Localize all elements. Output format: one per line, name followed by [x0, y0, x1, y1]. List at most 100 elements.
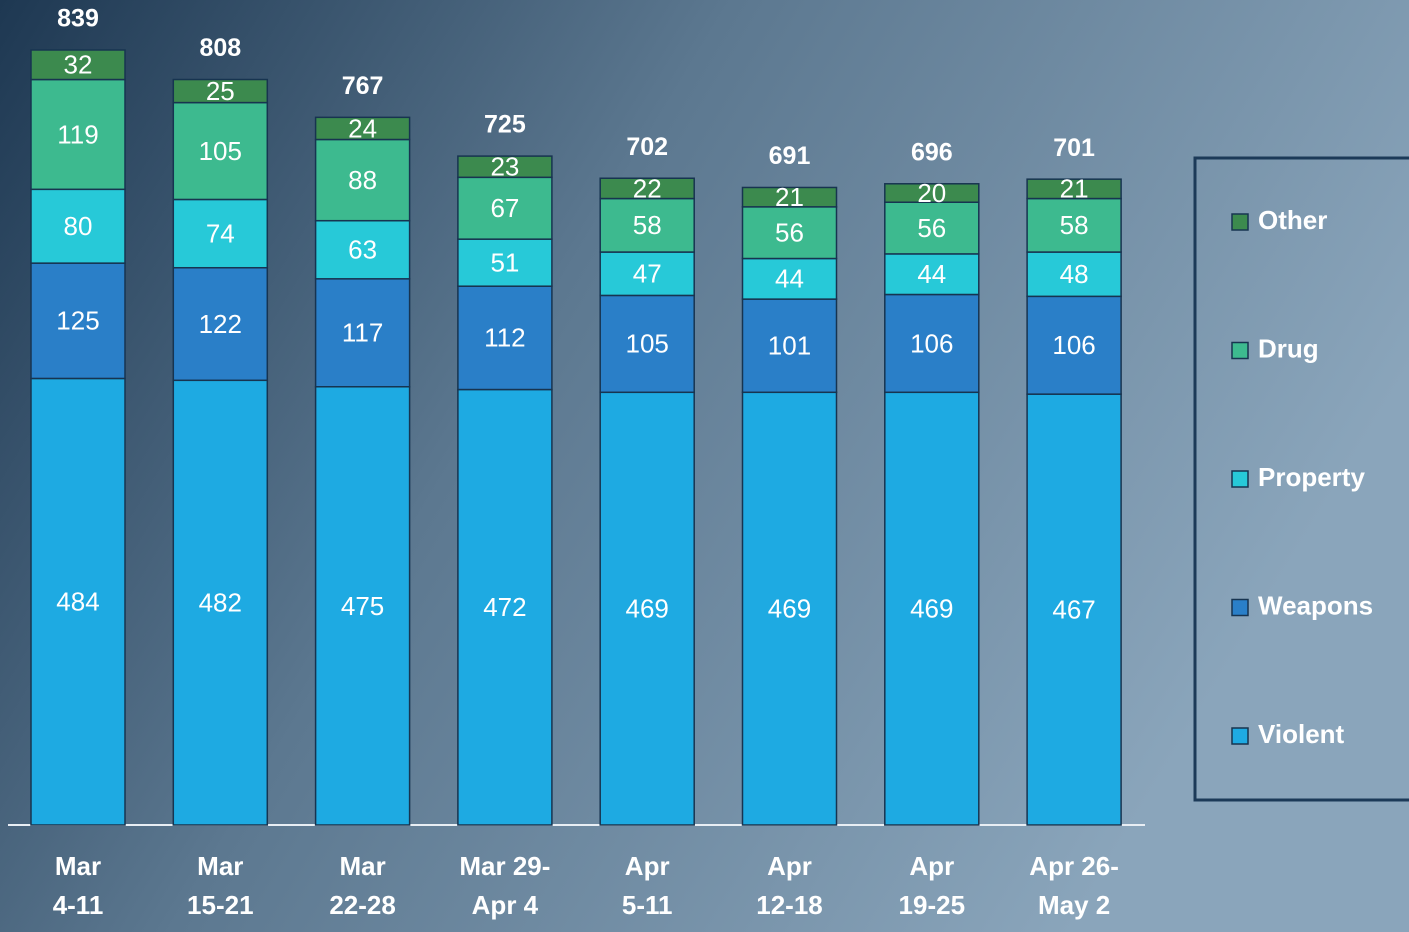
- bar-segment: [314, 386, 411, 826]
- value-label: 44: [775, 264, 804, 294]
- bar-segment: [1026, 393, 1122, 826]
- value-label: 47: [633, 259, 662, 289]
- bar-segment: [457, 155, 553, 179]
- value-label: 88: [348, 165, 377, 195]
- value-label: 467: [1052, 594, 1095, 624]
- value-label: 482: [199, 588, 242, 618]
- value-label: 58: [633, 210, 662, 240]
- bar-segment: [1026, 178, 1122, 200]
- total-label: 767: [342, 72, 384, 100]
- value-label: 21: [1060, 174, 1089, 204]
- legend-swatch: [1231, 470, 1249, 488]
- bar-segment: [1026, 197, 1122, 253]
- x-tick-label: 5-11: [622, 890, 673, 920]
- bar-segment: [741, 391, 838, 826]
- value-label: 23: [490, 152, 519, 182]
- value-label: 101: [768, 331, 811, 361]
- x-tick-label: Mar: [197, 851, 243, 881]
- bar-segment: [884, 293, 980, 394]
- value-label: 32: [64, 50, 93, 80]
- bar-segment: [741, 186, 838, 208]
- bar-segment: [884, 183, 980, 203]
- x-tick-label: 22-28: [329, 890, 396, 920]
- value-label: 21: [775, 182, 804, 212]
- x-tick-label: Mar: [55, 851, 101, 881]
- value-label: 48: [1060, 259, 1089, 289]
- x-tick-label: May 2: [1038, 890, 1110, 920]
- bar-segment: [314, 138, 411, 222]
- value-label: 475: [341, 591, 384, 621]
- legend-label: Other: [1258, 205, 1327, 235]
- bar-segment: [314, 219, 411, 280]
- value-label: 56: [775, 218, 804, 248]
- legend-swatch: [1231, 598, 1249, 617]
- bar-segment: [314, 278, 411, 388]
- bar-segment: [599, 294, 695, 394]
- x-tick-label: Apr: [625, 851, 670, 881]
- value-label: 112: [484, 323, 525, 353]
- legend-swatch: [1231, 213, 1249, 231]
- x-tick-label: Apr 26-: [1029, 851, 1119, 881]
- value-label: 44: [917, 259, 946, 289]
- value-label: 80: [64, 211, 93, 241]
- bar-segment: [172, 78, 269, 104]
- value-label: 469: [910, 594, 953, 624]
- total-label: 702: [626, 133, 668, 161]
- value-label: 67: [490, 193, 519, 223]
- total-label: 696: [911, 138, 953, 166]
- value-label: 472: [483, 592, 526, 622]
- value-label: 51: [490, 248, 519, 278]
- value-label: 106: [1052, 330, 1095, 360]
- value-label: 125: [56, 306, 99, 336]
- value-label: 484: [56, 587, 99, 617]
- legend-label: Weapons: [1258, 590, 1373, 620]
- bar-segment: [884, 391, 980, 826]
- total-label: 839: [57, 5, 99, 33]
- legend-label: Property: [1258, 462, 1365, 492]
- x-tick-label: 4-11: [53, 890, 104, 920]
- bar-segment: [172, 266, 269, 382]
- value-label: 469: [626, 594, 669, 624]
- bar-segment: [172, 198, 269, 269]
- bar-segment: [599, 251, 695, 297]
- x-tick-label: Mar: [339, 851, 385, 881]
- value-label: 117: [342, 318, 383, 348]
- value-label: 56: [917, 213, 946, 243]
- bar-segment: [457, 285, 553, 391]
- x-tick-label: Apr: [767, 851, 812, 881]
- legend-box: [1193, 156, 1409, 802]
- x-tick-label: Mar 29-: [459, 851, 550, 881]
- x-tick-label: 15-21: [187, 890, 254, 920]
- value-label: 122: [199, 309, 242, 339]
- legend-label: Drug: [1258, 333, 1319, 363]
- bar-segment: [741, 257, 838, 300]
- value-label: 119: [57, 119, 98, 149]
- bar-segment: [741, 298, 838, 394]
- bar-segment: [599, 177, 695, 200]
- x-tick-label: Apr: [909, 851, 954, 881]
- total-label: 725: [484, 111, 526, 139]
- value-label: 74: [206, 218, 235, 248]
- value-label: 58: [1060, 210, 1089, 240]
- value-label: 105: [199, 136, 242, 166]
- value-label: 25: [206, 76, 235, 106]
- total-label: 701: [1053, 134, 1095, 162]
- total-label: 808: [199, 34, 241, 62]
- legend-swatch: [1231, 727, 1249, 745]
- bar-segment: [30, 377, 126, 826]
- legend-swatch: [1231, 341, 1249, 360]
- x-tick-label: 19-25: [899, 890, 966, 920]
- value-label: 24: [348, 113, 377, 143]
- legend-label: Violent: [1258, 719, 1345, 749]
- bar-segment: [314, 116, 411, 141]
- value-label: 22: [633, 173, 662, 203]
- value-label: 105: [626, 329, 669, 359]
- bar-segment: [172, 101, 269, 201]
- bar-segment: [1026, 295, 1122, 395]
- x-tick-label: 12-18: [756, 890, 823, 920]
- x-tick-label: Apr 4: [472, 890, 539, 920]
- value-label: 63: [348, 235, 377, 265]
- bar-segment: [30, 262, 126, 380]
- bar-segment: [30, 49, 126, 81]
